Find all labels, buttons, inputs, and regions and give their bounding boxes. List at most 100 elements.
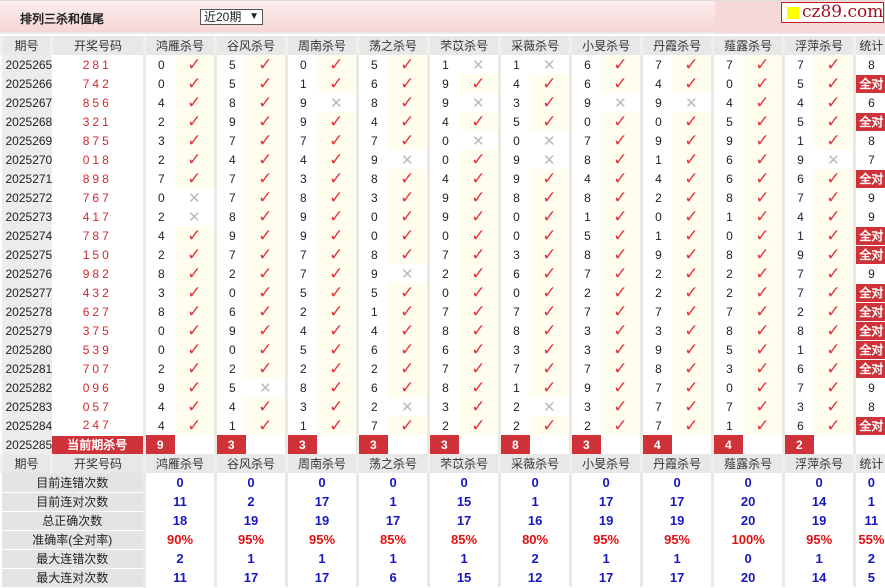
check-icon: ✓ <box>755 321 769 340</box>
check-icon: ✓ <box>755 359 769 378</box>
kill-number-cell: 4 <box>287 150 317 169</box>
kill-number-cell: 4 <box>429 112 459 131</box>
stats-value: 19 <box>642 511 713 530</box>
result-cell: ✓ <box>743 416 784 435</box>
kill-number-table: 期号开奖号码鸿雁杀号谷风杀号周南杀号荡之杀号芣苡杀号采薇杀号小旻杀号丹霞杀号薤露… <box>0 36 885 588</box>
kill-number-cell: 7 <box>713 302 743 321</box>
kill-number-cell: 8 <box>571 150 601 169</box>
result-cell: ✓ <box>814 245 855 264</box>
check-icon: ✓ <box>755 112 769 131</box>
check-icon: ✓ <box>400 93 414 112</box>
result-cell: ✕ <box>388 264 429 283</box>
kill-number-cell: 5 <box>358 55 388 74</box>
check-icon: ✓ <box>400 131 414 150</box>
result-cell: ✓ <box>601 131 642 150</box>
result-cell: ✕ <box>246 378 287 397</box>
kill-number-cell: 7 <box>287 264 317 283</box>
check-icon: ✓ <box>187 131 201 150</box>
kill-number-cell: 7 <box>429 359 459 378</box>
stat-value: 8 <box>868 400 875 414</box>
check-icon: ✓ <box>400 283 414 302</box>
result-cell: ✓ <box>672 169 713 188</box>
check-icon: ✓ <box>684 207 698 226</box>
result-cell: ✓ <box>814 378 855 397</box>
result-cell: ✓ <box>601 283 642 302</box>
kill-number-cell: 0 <box>145 340 175 359</box>
check-icon: ✓ <box>684 264 698 283</box>
check-icon: ✓ <box>613 226 627 245</box>
draw-code-cell: 432 <box>52 283 145 302</box>
kill-number-cell: 2 <box>642 188 672 207</box>
stats-value: 18 <box>145 511 216 530</box>
kill-number-cell: 6 <box>713 150 743 169</box>
stats-value: 19 <box>571 511 642 530</box>
kill-number-cell: 9 <box>713 131 743 150</box>
kill-number-cell: 7 <box>216 245 246 264</box>
check-icon: ✓ <box>684 226 698 245</box>
result-cell: ✓ <box>672 321 713 340</box>
result-cell: ✓ <box>601 359 642 378</box>
kill-number-cell: 2 <box>571 283 601 302</box>
period-cell: 2025276 <box>2 264 52 283</box>
kill-number-cell: 2 <box>145 112 175 131</box>
result-cell: ✕ <box>672 93 713 112</box>
check-icon: ✓ <box>471 74 485 93</box>
kill-number-cell: 1 <box>784 340 814 359</box>
kill-number-cell: 2 <box>358 397 388 416</box>
check-icon: ✓ <box>755 378 769 397</box>
kill-number-cell: 4 <box>784 207 814 226</box>
kill-number-cell: 4 <box>145 93 175 112</box>
check-icon: ✓ <box>187 397 201 416</box>
result-cell: ✓ <box>743 359 784 378</box>
period-cell: 2025282 <box>2 378 52 397</box>
result-cell: ✓ <box>672 74 713 93</box>
range-select[interactable]: 近20期▼ <box>200 9 263 25</box>
result-cell: ✓ <box>388 245 429 264</box>
check-icon: ✓ <box>329 321 343 340</box>
result-cell: ✓ <box>672 264 713 283</box>
kill-number-cell: 2 <box>571 416 601 435</box>
result-cell: ✓ <box>317 416 358 435</box>
check-icon: ✓ <box>471 150 485 169</box>
result-cell: ✓ <box>672 188 713 207</box>
period-cell: 2025278 <box>2 302 52 321</box>
result-cell: ✓ <box>175 150 216 169</box>
kill-number-cell: 3 <box>571 397 601 416</box>
check-icon: ✓ <box>258 207 272 226</box>
result-cell: ✓ <box>743 264 784 283</box>
cross-icon: ✕ <box>401 152 414 169</box>
stat-cell: 8 <box>855 55 885 74</box>
site-logo[interactable]: cz89.com <box>781 2 884 23</box>
stat-cell: 全对 <box>855 359 885 378</box>
stat-cell: 9 <box>855 264 885 283</box>
check-icon: ✓ <box>613 188 627 207</box>
check-icon: ✓ <box>826 359 840 378</box>
result-cell: ✓ <box>530 169 571 188</box>
kill-number-cell: 7 <box>642 397 672 416</box>
header-period: 期号 <box>2 454 52 473</box>
check-icon: ✓ <box>755 188 769 207</box>
check-icon: ✓ <box>258 150 272 169</box>
kill-number-cell: 5 <box>358 283 388 302</box>
stats-value: 95% <box>784 530 855 549</box>
current-kill-label: 当前期杀号 <box>52 435 145 454</box>
result-cell: ✓ <box>601 378 642 397</box>
kill-number-cell: 0 <box>500 207 530 226</box>
check-icon: ✓ <box>329 359 343 378</box>
stats-value: 95% <box>287 530 358 549</box>
check-icon: ✓ <box>258 321 272 340</box>
result-cell: ✓ <box>601 150 642 169</box>
result-cell: ✓ <box>175 74 216 93</box>
stats-value: 17 <box>571 568 642 587</box>
result-cell: ✓ <box>175 302 216 321</box>
check-icon: ✓ <box>187 245 201 264</box>
period-cell: 2025285 <box>2 435 52 454</box>
kill-number-cell: 9 <box>500 169 530 188</box>
result-cell: ✓ <box>246 416 287 435</box>
result-cell: ✓ <box>246 340 287 359</box>
check-icon: ✓ <box>329 55 343 74</box>
check-icon: ✓ <box>471 245 485 264</box>
